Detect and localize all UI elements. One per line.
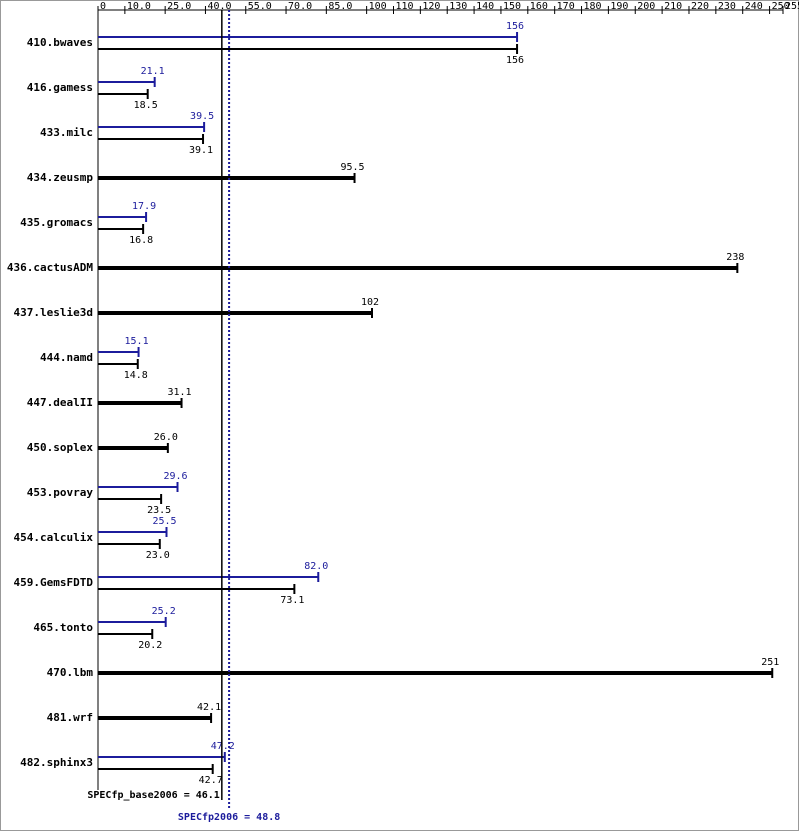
category-label: 470.lbm (47, 666, 94, 679)
category-label: 459.GemsFDTD (14, 576, 94, 589)
value-label: 29.6 (163, 471, 187, 482)
x-tick-label: 0 (100, 1, 106, 12)
x-tick-label: 100 (369, 1, 387, 12)
x-tick-label: 40.0 (207, 1, 231, 12)
x-tick-label: 220 (691, 1, 709, 12)
x-tick-label: 25.0 (167, 1, 191, 12)
x-tick-label: 170 (557, 1, 575, 12)
x-tick-label: 110 (395, 1, 413, 12)
category-label: 444.namd (40, 351, 93, 364)
value-label: 26.0 (154, 432, 178, 443)
category-label: 465.tonto (33, 621, 93, 634)
value-label: 39.5 (190, 111, 214, 122)
value-label: 47.2 (211, 741, 235, 752)
value-label: 25.2 (152, 606, 176, 617)
x-tick-label: 120 (422, 1, 440, 12)
value-label: 102 (361, 297, 379, 308)
category-label: 482.sphinx3 (20, 756, 93, 769)
x-tick-label: 250 (772, 1, 790, 12)
value-label: 82.0 (304, 561, 328, 572)
x-tick-label: 200 (637, 1, 655, 12)
value-label: 238 (726, 252, 744, 263)
x-tick-label: 130 (449, 1, 467, 12)
value-label: 95.5 (340, 162, 364, 173)
value-label: 18.5 (134, 100, 158, 111)
x-tick-label: 70.0 (288, 1, 312, 12)
category-label: 416.gamess (27, 81, 93, 94)
value-label: 20.2 (138, 640, 162, 651)
value-label: 39.1 (189, 145, 213, 156)
category-label: 450.soplex (27, 441, 94, 454)
category-label: 435.gromacs (20, 216, 93, 229)
value-label: 156 (506, 55, 524, 66)
value-label: 23.5 (147, 505, 171, 516)
value-label: 25.5 (152, 516, 176, 527)
x-tick-label: 190 (610, 1, 628, 12)
value-label: 42.7 (199, 775, 223, 786)
category-label: 454.calculix (14, 531, 94, 544)
value-label: 42.1 (197, 702, 221, 713)
value-label: 14.8 (124, 370, 148, 381)
value-label: 251 (761, 657, 779, 668)
value-label: 31.1 (167, 387, 191, 398)
x-tick-label: 140 (476, 1, 494, 12)
value-label: 73.1 (280, 595, 304, 606)
x-tick-label: 240 (745, 1, 763, 12)
x-tick-label: 210 (664, 1, 682, 12)
category-label: 447.dealII (27, 396, 93, 409)
category-label: 410.bwaves (27, 36, 93, 49)
reference-label: SPECfp2006 = 48.8 (178, 812, 280, 823)
x-tick-label: 55.0 (248, 1, 272, 12)
value-label: 21.1 (141, 66, 165, 77)
category-label: 433.milc (40, 126, 93, 139)
x-tick-label: 230 (718, 1, 736, 12)
category-label: 453.povray (27, 486, 94, 499)
x-tick-label: 150 (503, 1, 521, 12)
x-tick-label: 160 (530, 1, 548, 12)
category-label: 437.leslie3d (14, 306, 93, 319)
category-label: 436.cactusADM (7, 261, 93, 274)
value-label: 23.0 (146, 550, 170, 561)
value-label: 15.1 (125, 336, 149, 347)
x-tick-label: 85.0 (328, 1, 352, 12)
x-tick-label: 10.0 (127, 1, 151, 12)
x-tick-label: 255 (785, 1, 799, 12)
value-label: 16.8 (129, 235, 153, 246)
reference-label: SPECfp_base2006 = 46.1 (87, 790, 219, 801)
category-label: 481.wrf (47, 711, 93, 724)
x-tick-label: 180 (584, 1, 602, 12)
value-label: 17.9 (132, 201, 156, 212)
category-label: 434.zeusmp (27, 171, 94, 184)
value-label: 156 (506, 21, 524, 32)
